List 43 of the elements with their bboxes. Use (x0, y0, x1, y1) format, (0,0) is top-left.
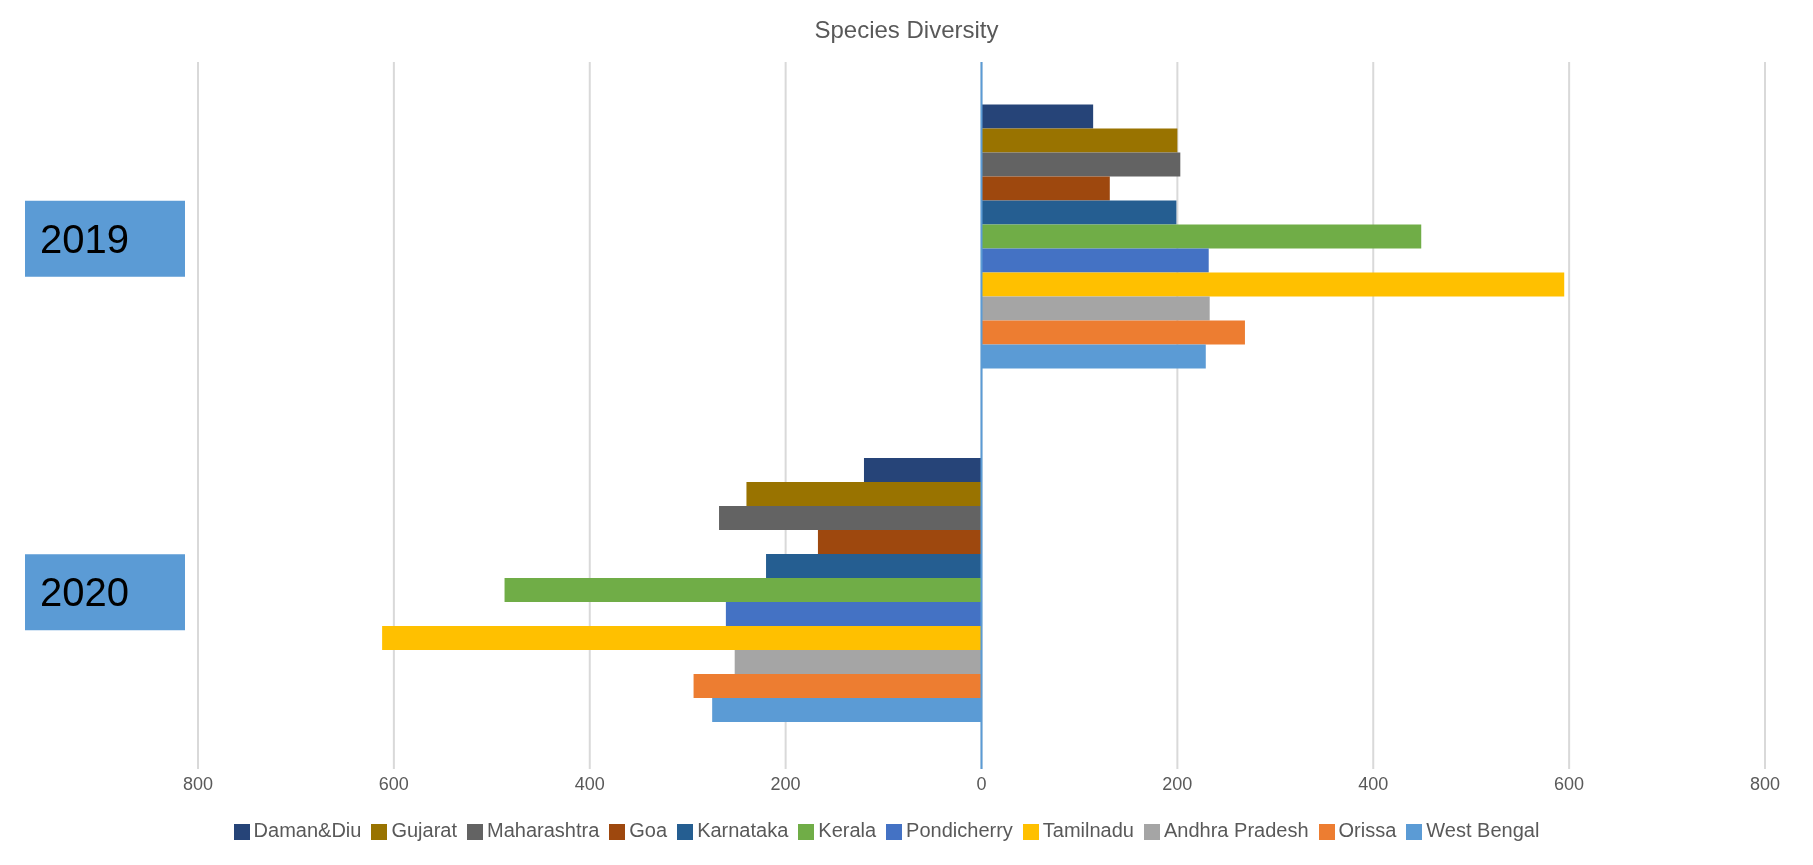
legend-label: Goa (629, 819, 668, 841)
bar (981, 200, 1177, 225)
bar (981, 128, 1178, 153)
legend-label: Tamilnadu (1042, 819, 1134, 841)
legend-label: Karnataka (697, 819, 789, 841)
chart-title: Species Diversity (813, 15, 1000, 45)
bar (863, 457, 982, 482)
x-tick-label: 600 (1554, 773, 1585, 794)
bar (693, 673, 982, 698)
bar (746, 481, 982, 506)
bar (734, 649, 982, 674)
bar (981, 224, 1422, 249)
legend-label: Gujarat (391, 819, 458, 841)
legend-label: Maharashtra (487, 819, 600, 841)
bar (725, 601, 982, 626)
bar (382, 625, 982, 650)
bar (719, 505, 982, 530)
bar (981, 176, 1110, 201)
bar (504, 577, 982, 602)
bar (981, 272, 1565, 297)
x-tick-label: 0 (976, 773, 987, 794)
x-tick-label: 800 (182, 773, 214, 794)
x-tick-label: 200 (770, 773, 801, 794)
x-tick-label: 600 (378, 773, 409, 794)
legend-label: West Bengal (1426, 819, 1540, 841)
y-tick-label: 2019 (40, 216, 129, 261)
y-tick-label: 2020 (40, 570, 129, 615)
legend-label: Kerala (818, 819, 877, 841)
legend-label: Andhra Pradesh (1164, 819, 1309, 841)
bar (981, 152, 1181, 177)
x-tick-label: 400 (1358, 773, 1389, 794)
legend-label: Daman&Diu (253, 819, 362, 841)
bar (981, 248, 1209, 273)
bar (766, 553, 982, 578)
legend-label: Pondicherry (906, 819, 1013, 841)
x-tick-label: 800 (1749, 773, 1781, 794)
bar (817, 529, 982, 554)
legend-label: Orissa (1338, 819, 1397, 841)
x-tick-label: 200 (1162, 773, 1193, 794)
x-tick-label: 400 (574, 773, 605, 794)
bar (981, 320, 1245, 345)
bar (981, 296, 1210, 321)
bar (981, 104, 1094, 129)
